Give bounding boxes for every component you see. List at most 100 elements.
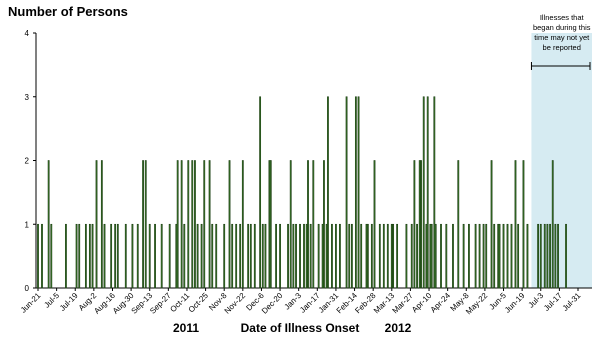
bar [348, 223, 351, 289]
bar [175, 223, 178, 289]
x-tick-label: Jul-17 [542, 291, 564, 313]
bar [299, 223, 301, 289]
bar [543, 223, 546, 289]
bar [37, 223, 39, 289]
bar [203, 160, 206, 289]
bar [557, 223, 559, 289]
bar [124, 223, 127, 289]
bar [549, 223, 551, 289]
bar [259, 96, 262, 289]
bar [386, 223, 389, 289]
bar [154, 223, 156, 289]
bar [422, 96, 425, 289]
bar [253, 223, 256, 289]
bar [430, 223, 433, 289]
bar [378, 223, 381, 289]
x-tick-label: Jul-19 [58, 291, 80, 313]
bar [312, 160, 315, 289]
annotation-text: be reported [543, 43, 581, 52]
bar [303, 223, 305, 289]
bar [100, 160, 103, 289]
bar [78, 223, 81, 289]
bar [354, 96, 357, 289]
bar [110, 223, 113, 289]
x-tick-label: Mar-27 [391, 291, 416, 316]
x-tick-label: Jun-19 [503, 291, 527, 315]
bar [103, 223, 106, 289]
bar [457, 160, 460, 289]
bar [440, 223, 442, 289]
bar [41, 223, 43, 289]
bar [405, 223, 408, 289]
bar [392, 223, 395, 289]
bar [360, 223, 363, 289]
bar [275, 223, 277, 289]
bar [307, 160, 309, 289]
bar [287, 223, 289, 289]
bar [490, 160, 493, 289]
bar [75, 223, 78, 289]
bar [396, 223, 399, 289]
bar [418, 160, 421, 289]
bar [208, 160, 211, 289]
bar [382, 223, 385, 289]
y-axis-title: Number of Persons [8, 4, 128, 19]
bar [345, 96, 348, 289]
bar [373, 160, 376, 289]
bar [413, 160, 416, 289]
bar [445, 223, 448, 289]
bar [187, 160, 190, 289]
year-label: 2011 [173, 321, 199, 335]
bar [305, 223, 308, 289]
bar [526, 223, 529, 289]
bar [268, 160, 271, 289]
bar [309, 223, 312, 289]
bar [327, 96, 329, 289]
x-tick-label: Oct-25 [187, 291, 211, 315]
bar [235, 223, 238, 289]
bar [116, 223, 119, 289]
bar [551, 160, 554, 289]
bar [148, 223, 151, 289]
bar [410, 223, 413, 289]
bar [539, 223, 542, 289]
bar [65, 223, 67, 289]
bar [339, 223, 341, 289]
bar [478, 223, 481, 289]
bar [289, 160, 292, 289]
bar [136, 223, 139, 289]
bar [194, 160, 196, 289]
x-tick-label: Jul-31 [561, 291, 583, 313]
y-tick-label: 0 [25, 284, 30, 293]
bar [279, 223, 281, 289]
bar [249, 223, 252, 289]
bar [546, 223, 549, 289]
bar [510, 223, 513, 289]
bar [241, 160, 244, 289]
y-tick-label: 2 [25, 157, 30, 166]
bar [88, 223, 91, 289]
x-tick-label: Sep-27 [148, 291, 173, 316]
bar [517, 223, 520, 289]
bar [269, 160, 272, 289]
bar [474, 223, 477, 289]
bar [144, 160, 147, 289]
bar [498, 223, 501, 289]
bar [335, 223, 337, 289]
bar [239, 223, 242, 289]
y-tick-label: 3 [25, 93, 30, 102]
bar [502, 223, 505, 289]
bar [331, 223, 333, 289]
bar [321, 223, 324, 289]
annotation-text: Illnesses that [540, 13, 585, 22]
bar [514, 160, 517, 289]
bar [434, 223, 437, 289]
year-label: 2012 [385, 321, 412, 335]
bar [357, 96, 360, 289]
x-tick-label: Dec-20 [260, 291, 285, 316]
bar [462, 223, 465, 289]
bar [196, 223, 199, 289]
bar [370, 223, 373, 289]
x-tick-label: Nov-22 [223, 291, 248, 316]
